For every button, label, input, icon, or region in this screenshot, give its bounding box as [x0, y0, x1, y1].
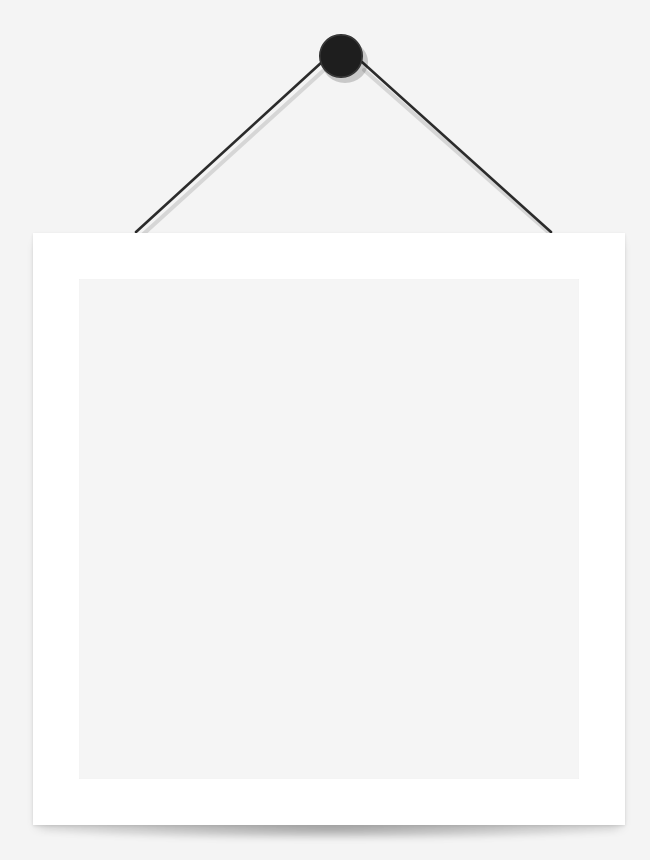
hanging-string-shadow: [137, 68, 557, 240]
nail-rim: [319, 34, 363, 78]
nail-icon: [319, 34, 363, 78]
picture-area: [79, 279, 579, 779]
picture-frame: [33, 233, 625, 825]
hanging-string-icon: [134, 60, 553, 234]
